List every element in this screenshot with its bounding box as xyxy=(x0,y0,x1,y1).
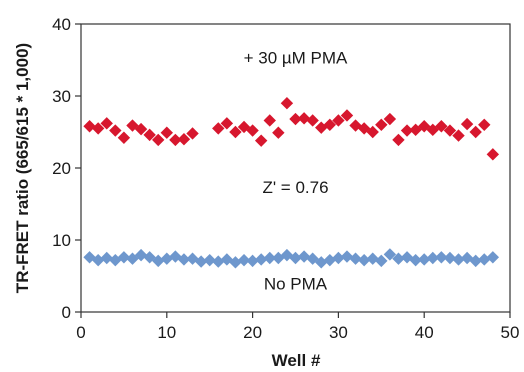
data-point xyxy=(109,253,122,267)
data-point xyxy=(409,253,422,267)
data-point xyxy=(452,129,465,142)
data-point xyxy=(443,251,457,265)
data-point xyxy=(91,122,105,135)
data-point xyxy=(237,253,251,267)
data-point xyxy=(332,251,345,265)
data-point xyxy=(478,253,491,266)
data-point xyxy=(134,122,148,136)
y-tick-label: 20 xyxy=(52,159,71,178)
data-point xyxy=(254,134,268,147)
data-point xyxy=(186,127,199,140)
data-point xyxy=(306,114,319,127)
data-point xyxy=(203,253,216,267)
data-point xyxy=(194,255,208,268)
data-point xyxy=(83,120,96,133)
data-point xyxy=(392,252,405,265)
data-point xyxy=(392,133,405,147)
y-tick-label: 30 xyxy=(52,87,71,106)
data-point xyxy=(229,256,242,269)
data-point xyxy=(263,114,276,127)
data-point xyxy=(486,148,500,161)
x-tick-label: 40 xyxy=(415,323,434,342)
data-point xyxy=(340,109,354,122)
x-tick-label: 10 xyxy=(157,323,176,342)
y-tick-label: 40 xyxy=(52,15,71,34)
x-tick-label: 30 xyxy=(329,323,348,342)
data-point xyxy=(435,251,448,264)
data-point xyxy=(160,126,173,139)
data-point xyxy=(383,248,397,261)
x-tick-label: 20 xyxy=(243,323,262,342)
data-point xyxy=(349,252,362,265)
data-point xyxy=(254,253,268,266)
data-point xyxy=(229,125,242,139)
data-point xyxy=(91,253,105,267)
data-points xyxy=(83,97,500,269)
data-point xyxy=(315,256,328,269)
data-point xyxy=(152,254,165,268)
data-point xyxy=(469,125,482,139)
data-point xyxy=(375,118,388,131)
data-point xyxy=(383,112,397,126)
data-point xyxy=(357,253,371,267)
data-point xyxy=(212,122,225,135)
data-point xyxy=(272,126,285,139)
series-no-pma xyxy=(83,248,500,269)
data-point xyxy=(366,252,379,265)
x-axis-title: Well # xyxy=(272,351,321,370)
data-point xyxy=(435,120,448,133)
data-point xyxy=(443,124,457,137)
data-point xyxy=(486,251,500,264)
data-point xyxy=(152,133,165,147)
data-point xyxy=(134,248,148,262)
y-axis: 0 10 20 30 40 xyxy=(52,15,81,322)
data-point xyxy=(117,131,131,144)
data-point xyxy=(340,250,354,263)
data-point xyxy=(100,251,113,265)
data-point xyxy=(169,133,182,147)
y-tick-label: 0 xyxy=(62,303,71,322)
x-tick-label: 0 xyxy=(76,323,85,342)
data-point xyxy=(212,255,225,268)
data-point xyxy=(289,251,302,265)
data-point xyxy=(177,253,191,266)
annotation-label: No PMA xyxy=(264,275,328,294)
data-point xyxy=(263,251,276,265)
x-tick-label: 50 xyxy=(501,323,520,342)
series-pma xyxy=(83,97,500,161)
data-point xyxy=(478,118,491,131)
data-point xyxy=(323,253,337,267)
data-point xyxy=(246,124,259,137)
data-point xyxy=(332,114,345,127)
x-axis: 0 10 20 30 40 50 xyxy=(76,312,519,342)
data-point xyxy=(366,125,379,139)
data-point xyxy=(143,128,156,142)
annotations: + 30 µM PMA Z' = 0.76 No PMA xyxy=(244,49,348,294)
data-point xyxy=(452,253,465,266)
data-point xyxy=(375,254,388,268)
data-point xyxy=(297,250,311,263)
data-point xyxy=(297,112,311,125)
data-point xyxy=(400,124,414,137)
data-point xyxy=(280,97,294,110)
data-point xyxy=(160,252,173,265)
data-point xyxy=(323,118,337,131)
data-point xyxy=(220,117,234,130)
data-point xyxy=(177,133,191,146)
data-point xyxy=(469,254,482,268)
data-point xyxy=(109,124,122,137)
data-point xyxy=(100,117,113,130)
data-point xyxy=(460,117,474,131)
annotation-label: Z' = 0.76 xyxy=(262,178,328,197)
data-point xyxy=(117,251,131,264)
data-point xyxy=(246,254,259,268)
data-point xyxy=(289,112,302,126)
data-point xyxy=(418,253,431,266)
annotation-label: + 30 µM PMA xyxy=(244,49,348,68)
data-point xyxy=(426,251,439,265)
y-tick-label: 10 xyxy=(52,231,71,250)
y-axis-title: TR-FRET ratio (665/615 * 1,000) xyxy=(13,43,32,293)
